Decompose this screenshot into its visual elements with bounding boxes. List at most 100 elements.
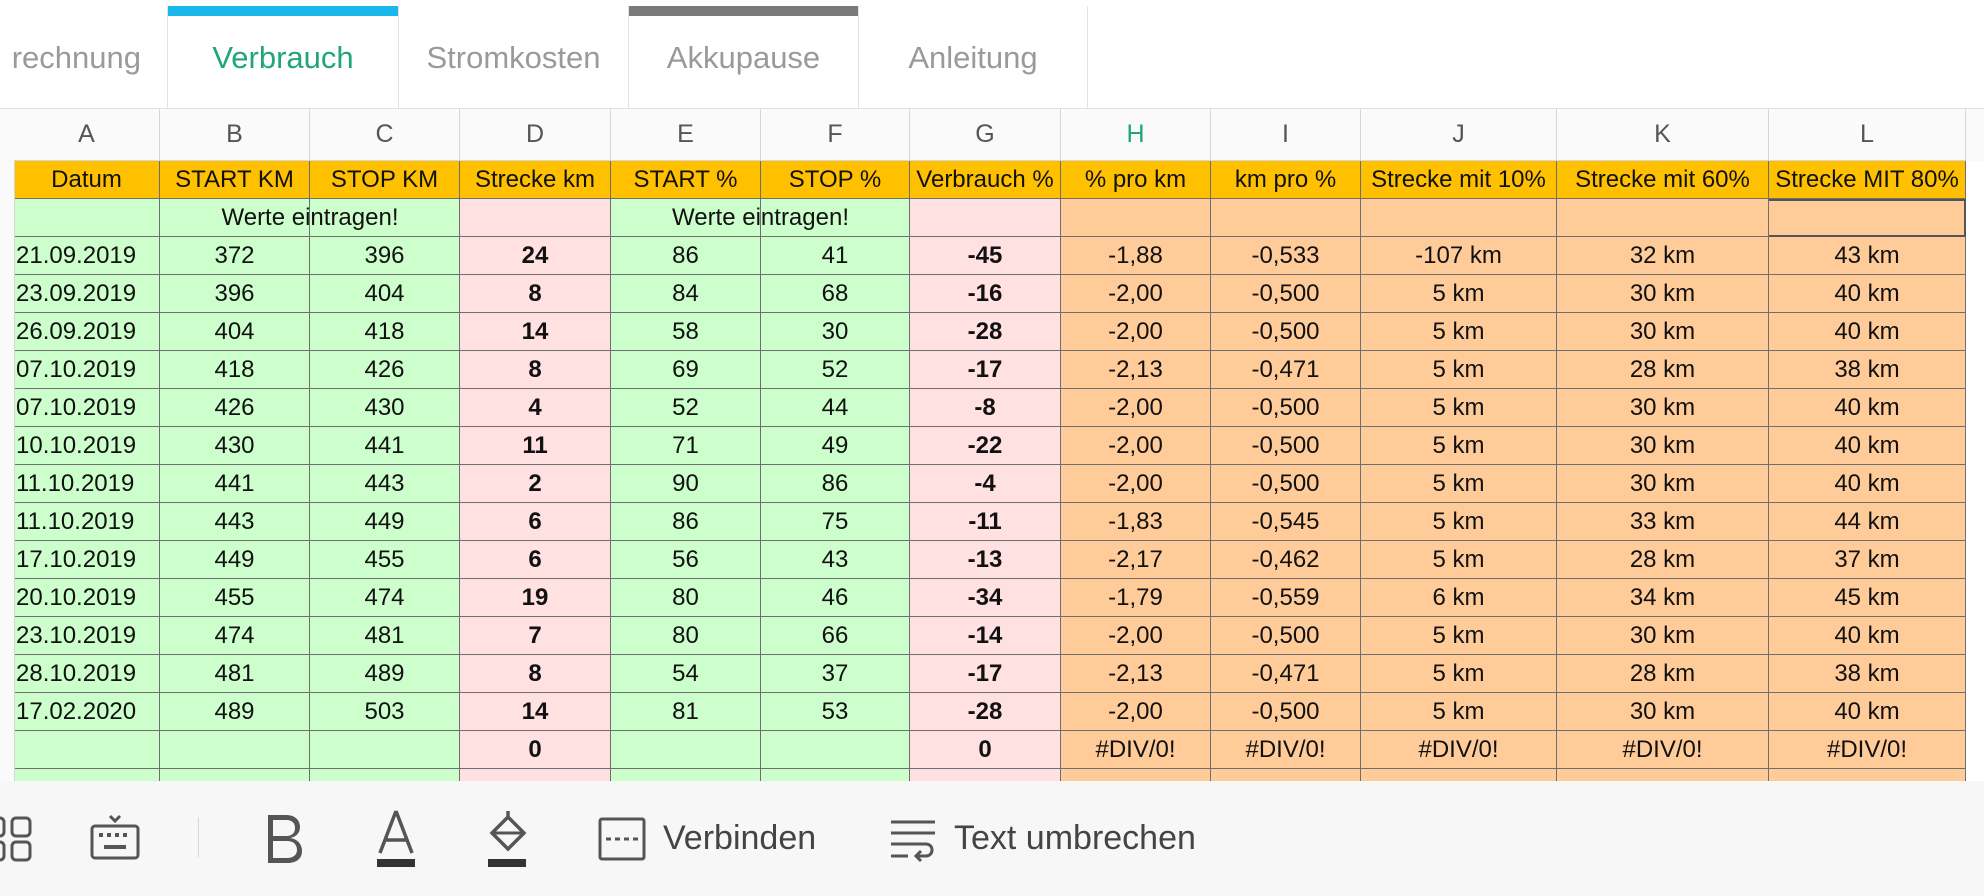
header-cell-start-pct[interactable]: START % <box>611 161 761 199</box>
cell-strecke-10[interactable]: 6 km <box>1361 579 1557 617</box>
cell-stop-km[interactable]: 430 <box>310 389 460 427</box>
cell-strecke-10[interactable] <box>1361 769 1557 781</box>
column-letter-f[interactable]: F <box>761 109 910 161</box>
cell-pct-pro-km[interactable]: -2,00 <box>1061 275 1211 313</box>
cell-pct-pro-km[interactable]: #DIV/0! <box>1061 731 1211 769</box>
cell-stop-km[interactable]: 404 <box>310 275 460 313</box>
column-letter-c[interactable]: C <box>310 109 460 161</box>
cell-strecke-80[interactable]: 38 km <box>1769 655 1966 693</box>
cell-strecke-60[interactable]: 30 km <box>1557 617 1769 655</box>
cell-strecke-km[interactable] <box>460 769 611 781</box>
cell-strecke-60[interactable] <box>1557 199 1769 237</box>
cell-start-km[interactable] <box>160 731 310 769</box>
cell-strecke-10[interactable]: 5 km <box>1361 465 1557 503</box>
cell-strecke-60[interactable]: 30 km <box>1557 313 1769 351</box>
cell-start-pct[interactable]: 52 <box>611 389 761 427</box>
cell-stop-pct[interactable]: 49 <box>761 427 910 465</box>
cell-km-pro-pct[interactable]: -0,500 <box>1211 313 1361 351</box>
cell-verbrauch-pct[interactable]: -34 <box>910 579 1061 617</box>
cell-start-km[interactable]: 418 <box>160 351 310 389</box>
cell-datum[interactable]: 28.10.2019 <box>14 655 160 693</box>
cell-strecke-km[interactable]: 4 <box>460 389 611 427</box>
cell-strecke-km[interactable]: 2 <box>460 465 611 503</box>
cell-strecke-km[interactable]: 8 <box>460 275 611 313</box>
cell-stop-km[interactable] <box>310 731 460 769</box>
cell-stop-pct[interactable]: 46 <box>761 579 910 617</box>
cell-strecke-80[interactable]: 40 km <box>1769 617 1966 655</box>
cell-stop-km[interactable]: 449 <box>310 503 460 541</box>
cell-strecke-60[interactable]: 30 km <box>1557 427 1769 465</box>
cell-start-km[interactable]: 441 <box>160 465 310 503</box>
cell-stop-km[interactable] <box>310 199 460 237</box>
cell-stop-km[interactable]: 441 <box>310 427 460 465</box>
cell-stop-pct[interactable] <box>761 731 910 769</box>
cell-strecke-60[interactable]: 34 km <box>1557 579 1769 617</box>
cell-strecke-km[interactable]: 14 <box>460 693 611 731</box>
cell-km-pro-pct[interactable]: -0,545 <box>1211 503 1361 541</box>
cell-datum[interactable]: 23.10.2019 <box>14 617 160 655</box>
cell-strecke-km[interactable]: 6 <box>460 503 611 541</box>
cell-strecke-10[interactable] <box>1361 199 1557 237</box>
cell-stop-pct[interactable]: 43 <box>761 541 910 579</box>
cell-pct-pro-km[interactable]: -2,00 <box>1061 465 1211 503</box>
cell-datum[interactable]: 10.10.2019 <box>14 427 160 465</box>
cell-datum[interactable]: 07.10.2019 <box>14 389 160 427</box>
cell-start-km[interactable]: 430 <box>160 427 310 465</box>
tab-anleitung[interactable]: Anleitung <box>859 6 1088 109</box>
cell-stop-km[interactable]: 426 <box>310 351 460 389</box>
cell-strecke-10[interactable]: 5 km <box>1361 693 1557 731</box>
cell-strecke-km[interactable]: 11 <box>460 427 611 465</box>
cell-verbrauch-pct[interactable]: -17 <box>910 655 1061 693</box>
grid-apps-button[interactable] <box>0 781 34 896</box>
cell-verbrauch-pct[interactable]: -22 <box>910 427 1061 465</box>
cell-strecke-60[interactable]: 28 km <box>1557 655 1769 693</box>
header-cell-strecke-km[interactable]: Strecke km <box>460 161 611 199</box>
header-cell-strecke-80[interactable]: Strecke MIT 80% <box>1769 161 1966 199</box>
cell-strecke-60[interactable]: 28 km <box>1557 541 1769 579</box>
cell-start-pct[interactable]: 90 <box>611 465 761 503</box>
cell-stop-km[interactable]: 481 <box>310 617 460 655</box>
cell-strecke-80[interactable]: 37 km <box>1769 541 1966 579</box>
cell-stop-km[interactable]: 474 <box>310 579 460 617</box>
bold-button[interactable] <box>262 781 306 896</box>
header-cell-strecke-10[interactable]: Strecke mit 10% <box>1361 161 1557 199</box>
cell-start-pct[interactable]: 80 <box>611 579 761 617</box>
cell-stop-km[interactable]: 396 <box>310 237 460 275</box>
cell-strecke-km[interactable]: 24 <box>460 237 611 275</box>
cell-strecke-80[interactable]: 40 km <box>1769 389 1966 427</box>
tab-stromkosten[interactable]: Stromkosten <box>399 6 629 109</box>
header-cell-pct-pro-km[interactable]: % pro km <box>1061 161 1211 199</box>
header-cell-strecke-60[interactable]: Strecke mit 60% <box>1557 161 1769 199</box>
cell-stop-pct[interactable]: 86 <box>761 465 910 503</box>
column-letter-h[interactable]: H <box>1061 109 1211 161</box>
cell-verbrauch-pct[interactable]: 0 <box>910 731 1061 769</box>
cell-stop-pct[interactable]: 68 <box>761 275 910 313</box>
cell-km-pro-pct[interactable]: -0,500 <box>1211 427 1361 465</box>
cell-datum[interactable]: 17.10.2019 <box>14 541 160 579</box>
cell-stop-pct[interactable] <box>761 769 910 781</box>
column-letter-l[interactable]: L <box>1769 109 1966 161</box>
cell-stop-pct[interactable]: 53 <box>761 693 910 731</box>
header-cell-km-pro-pct[interactable]: km pro % <box>1211 161 1361 199</box>
cell-stop-km[interactable]: 418 <box>310 313 460 351</box>
cell-stop-pct[interactable]: 41 <box>761 237 910 275</box>
cell-strecke-60[interactable] <box>1557 769 1769 781</box>
cell-stop-km[interactable]: 503 <box>310 693 460 731</box>
fill-color-button[interactable] <box>484 781 530 896</box>
cell-strecke-10[interactable]: 5 km <box>1361 541 1557 579</box>
cell-start-km[interactable]: 372 <box>160 237 310 275</box>
header-cell-verbrauch-pct[interactable]: Verbrauch % <box>910 161 1061 199</box>
cell-strecke-60[interactable]: 30 km <box>1557 389 1769 427</box>
cell-start-pct[interactable]: 86 <box>611 237 761 275</box>
cell-strecke-km[interactable] <box>460 199 611 237</box>
cell-start-km[interactable]: 426 <box>160 389 310 427</box>
cell-verbrauch-pct[interactable]: -14 <box>910 617 1061 655</box>
column-letter-g[interactable]: G <box>910 109 1061 161</box>
cell-strecke-10[interactable]: 5 km <box>1361 351 1557 389</box>
cell-datum[interactable] <box>14 769 160 781</box>
cell-stop-km[interactable] <box>310 769 460 781</box>
cell-strecke-80[interactable]: 40 km <box>1769 313 1966 351</box>
cell-pct-pro-km[interactable]: -2,00 <box>1061 427 1211 465</box>
cell-strecke-60[interactable]: 30 km <box>1557 693 1769 731</box>
keyboard-button[interactable] <box>88 781 142 896</box>
